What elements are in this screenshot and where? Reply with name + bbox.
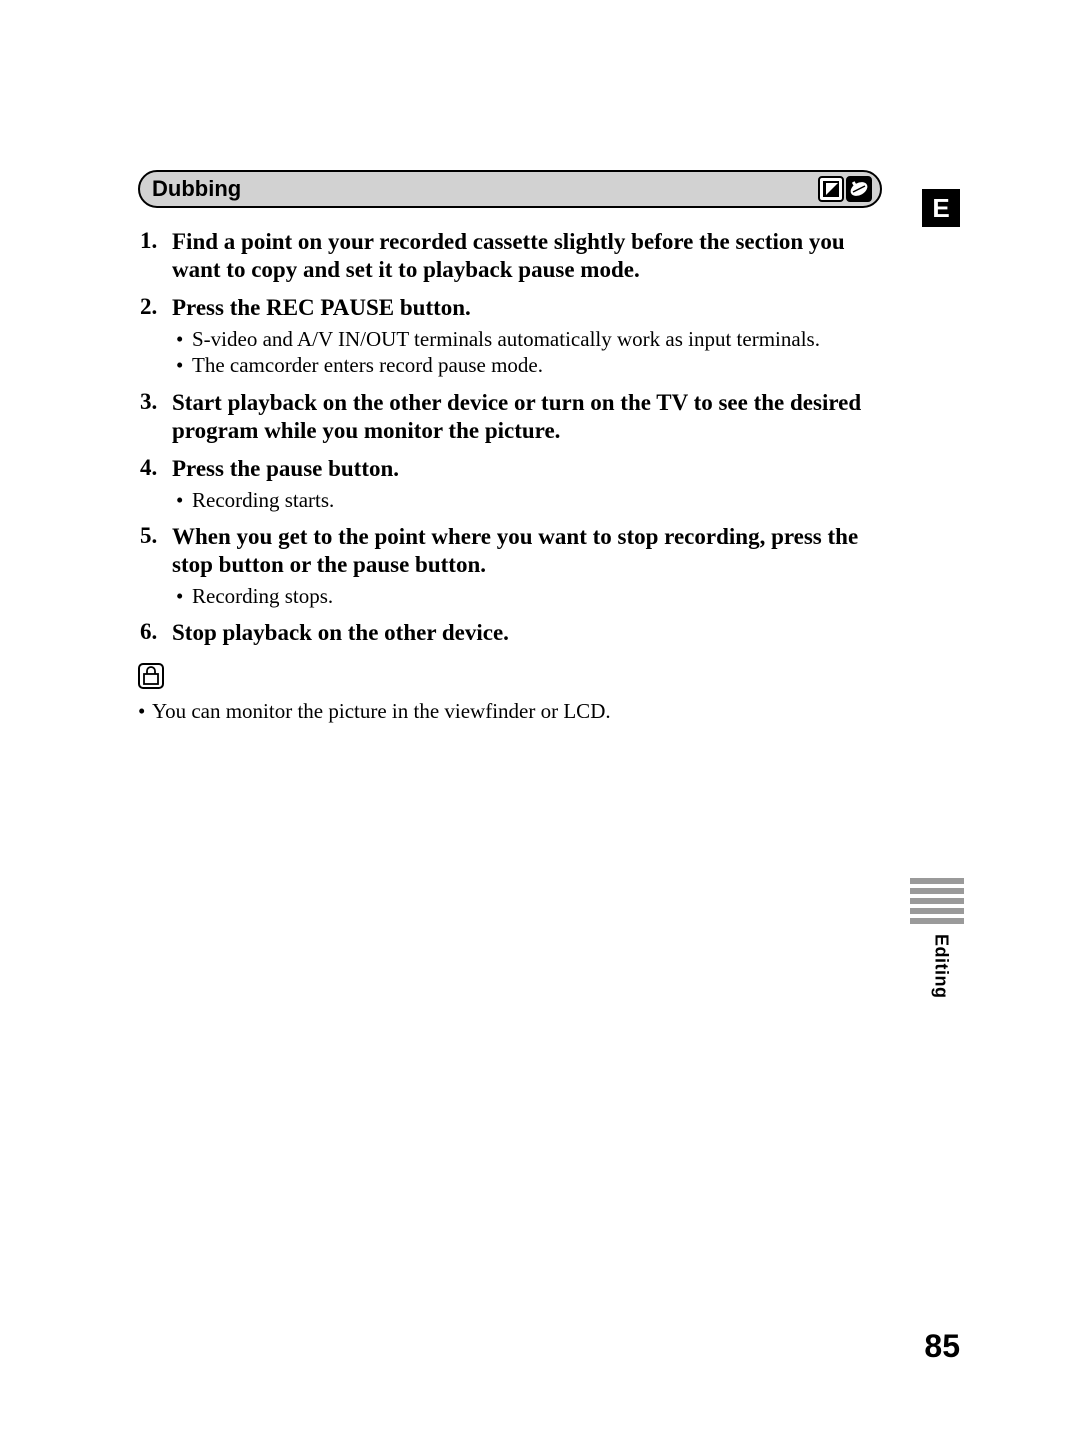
step-sub-list: Recording stops. bbox=[172, 583, 882, 609]
note-text: You can monitor the picture in the viewf… bbox=[138, 698, 882, 724]
step-3: Start playback on the other device or tu… bbox=[172, 389, 882, 445]
note-block: You can monitor the picture in the viewf… bbox=[138, 663, 882, 724]
chapter-label: Editing bbox=[931, 934, 952, 999]
step-head: When you get to the point where you want… bbox=[172, 523, 882, 579]
step-head: Start playback on the other device or tu… bbox=[172, 389, 882, 445]
step-head: Stop playback on the other device. bbox=[172, 619, 882, 647]
page: E Dubbing Find a point on your recorded … bbox=[0, 0, 1080, 1443]
step-sub-item: The camcorder enters record pause mode. bbox=[192, 352, 882, 378]
step-sub-item: Recording stops. bbox=[192, 583, 882, 609]
step-sub-item: S-video and A/V IN/OUT terminals automat… bbox=[192, 326, 882, 352]
language-tab: E bbox=[922, 189, 960, 227]
header-mode-icons bbox=[818, 176, 872, 202]
step-sub-item: Recording starts. bbox=[192, 487, 882, 513]
step-head: Press the pause button. bbox=[172, 455, 882, 483]
step-5: When you get to the point where you want… bbox=[172, 523, 882, 609]
steps-list: Find a point on your recorded cassette s… bbox=[138, 228, 882, 647]
section-title: Dubbing bbox=[152, 176, 241, 202]
step-2: Press the REC PAUSE button. S-video and … bbox=[172, 294, 882, 379]
step-sub-list: Recording starts. bbox=[172, 487, 882, 513]
page-number: 85 bbox=[924, 1328, 960, 1365]
step-4: Press the pause button. Recording starts… bbox=[172, 455, 882, 513]
step-head: Press the REC PAUSE button. bbox=[172, 294, 882, 322]
card-mode-icon bbox=[846, 176, 872, 202]
step-6: Stop playback on the other device. bbox=[172, 619, 882, 647]
section-header: Dubbing bbox=[138, 170, 882, 208]
tab-stripes bbox=[910, 878, 964, 928]
step-sub-list: S-video and A/V IN/OUT terminals automat… bbox=[172, 326, 882, 379]
step-head: Find a point on your recorded cassette s… bbox=[172, 228, 882, 284]
playback-mode-icon bbox=[818, 176, 844, 202]
chapter-side-tab: Editing bbox=[922, 878, 960, 999]
note-icon bbox=[138, 663, 164, 689]
step-1: Find a point on your recorded cassette s… bbox=[172, 228, 882, 284]
